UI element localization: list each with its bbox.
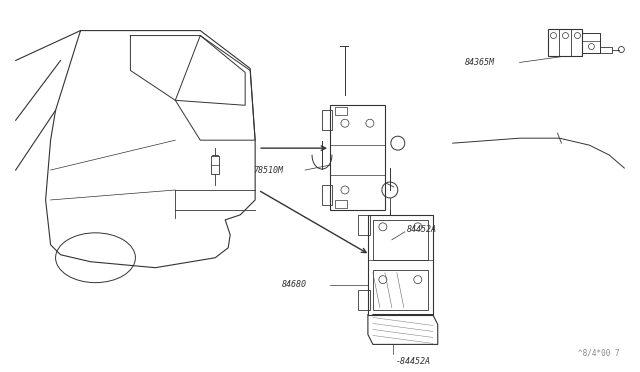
Bar — [335, 107, 347, 115]
Text: 84680: 84680 — [282, 280, 307, 289]
Bar — [335, 200, 347, 208]
Text: -84452A: -84452A — [396, 357, 431, 366]
Bar — [358, 290, 370, 310]
Bar — [368, 215, 433, 314]
Bar — [330, 105, 385, 210]
Bar — [373, 270, 428, 310]
Bar — [600, 46, 612, 52]
Text: ^8/4*00 7: ^8/4*00 7 — [578, 348, 620, 357]
Text: 78510M: 78510M — [253, 166, 283, 174]
Bar — [373, 220, 428, 260]
Bar — [322, 110, 332, 130]
Bar — [211, 156, 220, 174]
Bar — [547, 29, 582, 57]
Text: 84452A: 84452A — [407, 225, 437, 234]
Bar — [358, 215, 370, 235]
Bar — [322, 185, 332, 205]
Text: 84365M: 84365M — [465, 58, 495, 67]
Bar — [582, 33, 600, 52]
